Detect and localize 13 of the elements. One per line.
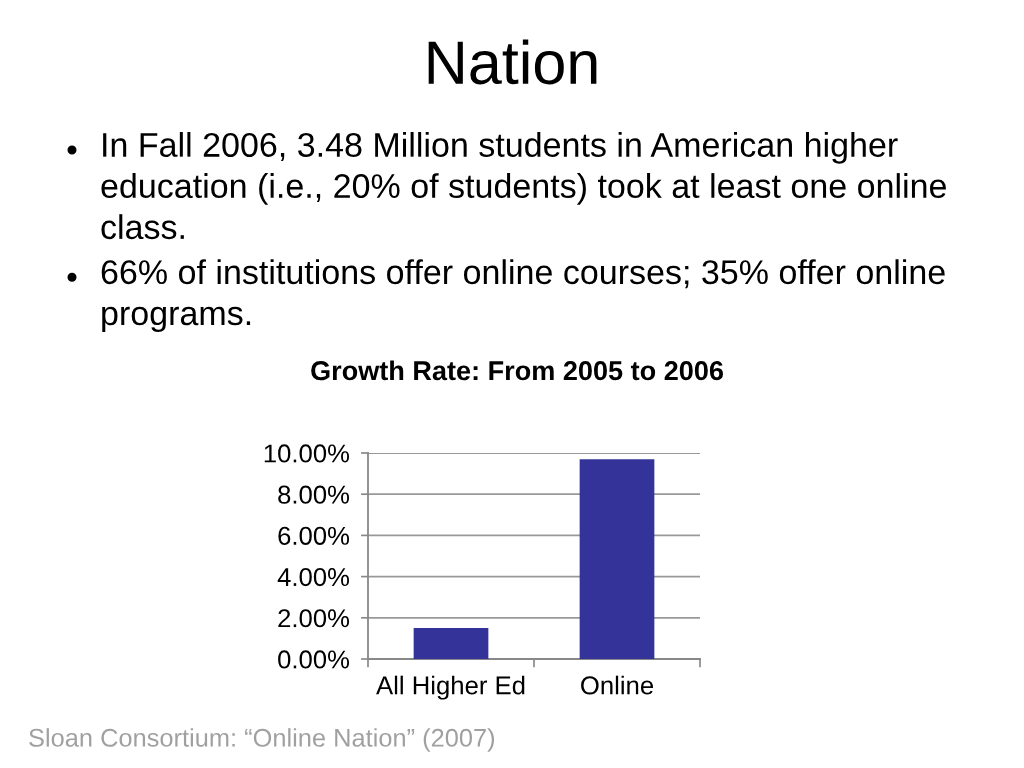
x-tick-label: All Higher Ed — [376, 675, 525, 700]
chart-subtitle: Growth Rate: From 2005 to 2006 — [311, 360, 723, 381]
chart-title: Nation — [428, 39, 597, 85]
text: In Fall 2006, 3.48 Million students in American higher education (i.e., 20% of students) took at least one online class. — [101, 132, 946, 240]
y-tick-label: 8.00% — [278, 485, 350, 504]
y-tick-label: 2.00% — [278, 609, 350, 628]
x-tick-label: Online — [581, 675, 653, 695]
y-tick-label: 0.00% — [278, 650, 350, 669]
y-tick-label: 6.00% — [278, 526, 350, 545]
text: 66% of institutions offer online courses; 35% offer online programs. — [101, 259, 945, 333]
y-tick-label: 4.00% — [277, 567, 350, 587]
y-tick-label: 10.00% — [264, 444, 350, 463]
text: Sloan Consortium: “Online Nation” (2007) — [29, 728, 495, 752]
